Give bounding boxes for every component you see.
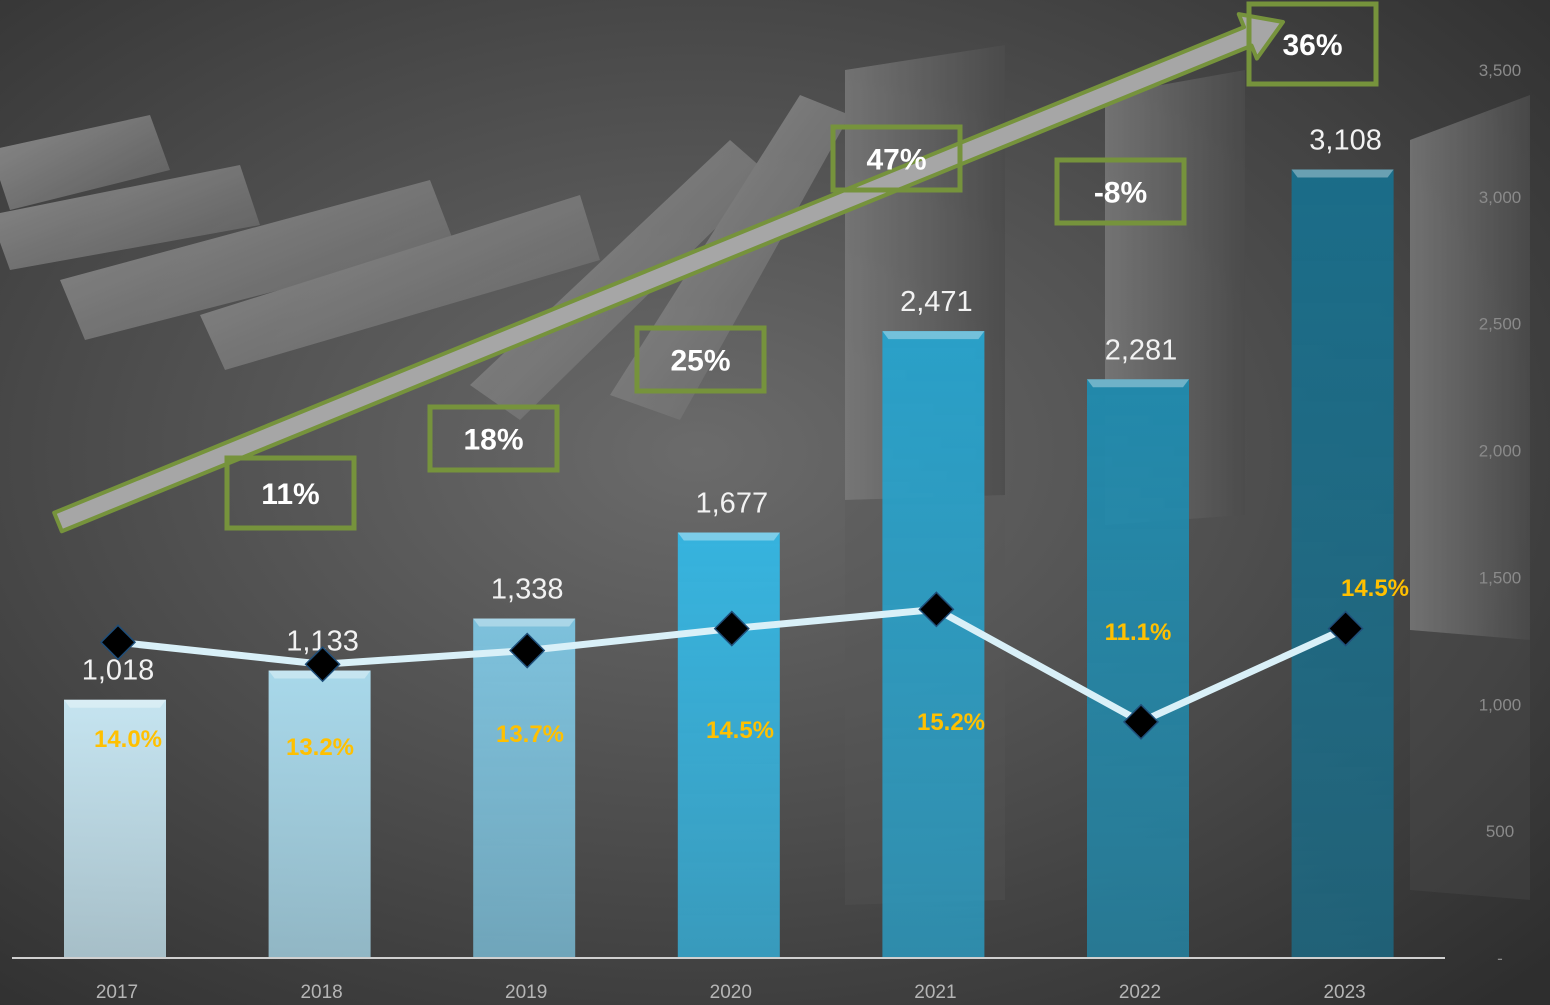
y-tick-label: -: [1497, 949, 1503, 968]
growth-label: 47%: [866, 144, 926, 177]
line-value-label: 11.1%: [1105, 619, 1172, 646]
bar-bevel-2023: [1292, 169, 1394, 177]
y-tick-label: 1,500: [1479, 568, 1522, 587]
y-tick-label: 3,000: [1479, 188, 1522, 207]
growth-label: 11%: [261, 478, 319, 511]
line-value-label: 15.2%: [917, 709, 985, 736]
x-tick-label: 2019: [505, 982, 547, 1003]
line-value-label: 14.5%: [706, 717, 774, 744]
bar-value-label: 3,108: [1309, 124, 1382, 156]
x-tick-label: 2022: [1119, 982, 1161, 1003]
bar-2018: [269, 671, 371, 958]
bar-bevel-2021: [882, 331, 984, 339]
line-value-label: 13.7%: [496, 721, 564, 748]
x-tick-label: 2020: [710, 982, 752, 1003]
y-tick-label: 3,500: [1479, 61, 1522, 80]
x-tick-label: 2018: [300, 982, 342, 1003]
x-tick-label: 2017: [96, 982, 138, 1003]
bar-2019: [473, 619, 575, 958]
bar-bevel-2017: [64, 700, 166, 708]
line-value-label: 14.5%: [1341, 575, 1409, 602]
bar-value-label: 2,471: [900, 286, 973, 318]
x-tick-label: 2021: [914, 982, 956, 1003]
bar-bevel-2022: [1087, 379, 1189, 387]
bar-value-label: 1,677: [696, 488, 769, 520]
y-tick-label: 1,000: [1479, 695, 1522, 714]
growth-label: 25%: [670, 345, 730, 378]
bar-2022: [1087, 379, 1189, 958]
x-tick-label: 2023: [1323, 982, 1365, 1003]
y-tick-label: 2,000: [1479, 442, 1522, 461]
bar-bevel-2020: [678, 533, 780, 541]
bar-value-label: 2,281: [1105, 334, 1178, 366]
line-value-label: 14.0%: [94, 726, 162, 753]
growth-label: 18%: [463, 424, 523, 457]
bar-2023: [1292, 169, 1394, 958]
growth-label: -8%: [1094, 177, 1147, 210]
y-tick-label: 2,500: [1479, 315, 1522, 334]
bar-2021: [882, 331, 984, 958]
bar-value-label: 1,338: [491, 574, 564, 606]
y-tick-label: 500: [1486, 822, 1514, 841]
bar-bevel-2019: [473, 619, 575, 627]
bar-2020: [678, 533, 780, 958]
line-value-label: 13.2%: [286, 734, 354, 761]
growth-label: 36%: [1282, 29, 1342, 62]
